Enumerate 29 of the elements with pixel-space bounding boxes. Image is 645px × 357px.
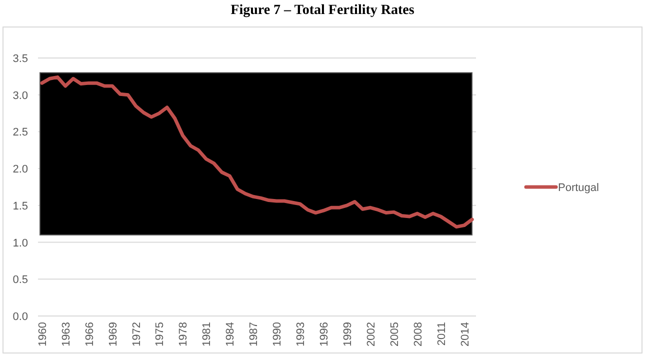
y-tick-label: 0.5 <box>12 274 28 286</box>
x-tick-label: 2005 <box>388 322 401 346</box>
x-tick-label: 1984 <box>224 322 237 346</box>
y-tick-label: 3.0 <box>12 90 28 102</box>
x-tick-label: 1978 <box>178 322 190 346</box>
x-tick-label: 1963 <box>60 322 72 346</box>
y-tick-label: 1.5 <box>12 200 28 212</box>
x-tick-label: 1972 <box>130 322 143 346</box>
y-tick-label: 2.0 <box>12 164 28 176</box>
x-tick-label: 1990 <box>272 322 284 346</box>
x-tick-label: 1993 <box>295 322 308 346</box>
x-tick-label: 2008 <box>412 322 424 346</box>
legend-label: Portugal <box>558 182 599 194</box>
x-tick-label: 1987 <box>248 322 260 346</box>
x-tick-label: 1981 <box>201 322 214 346</box>
x-tick-label: 1966 <box>84 322 96 346</box>
x-tick-label: 2002 <box>365 322 378 346</box>
x-tick-label: 1960 <box>36 322 49 346</box>
x-tick-label: 2011 <box>436 322 448 346</box>
x-tick-label: 1999 <box>342 322 354 346</box>
x-tick-label: 2014 <box>459 322 472 346</box>
y-tick-label: 0.0 <box>12 311 28 323</box>
x-tick-label: 1975 <box>154 322 166 346</box>
y-tick-label: 3.5 <box>12 53 28 65</box>
y-tick-label: 2.5 <box>12 126 28 139</box>
y-tick-label: 1.0 <box>12 237 28 250</box>
chart-title: Figure 7 – Total Fertility Rates <box>230 3 415 18</box>
x-tick-label: 1969 <box>107 322 120 346</box>
x-tick-label: 1996 <box>318 322 330 346</box>
